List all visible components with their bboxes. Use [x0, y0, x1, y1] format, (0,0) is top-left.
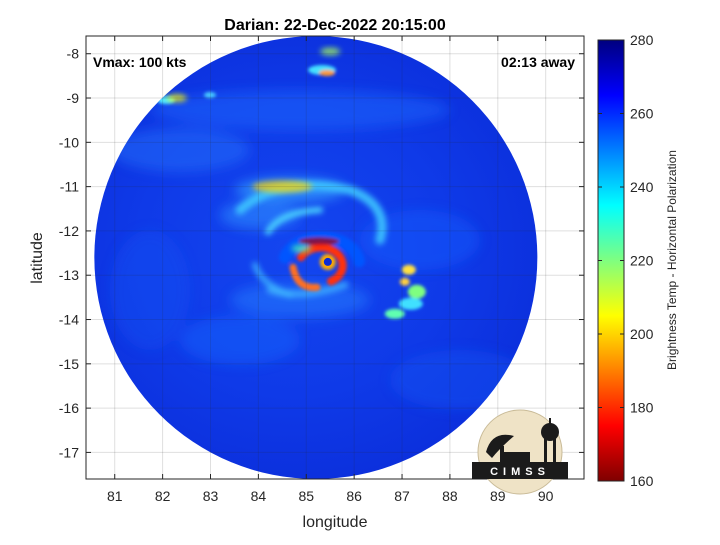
time-offset-annotation: 02:13 away: [501, 54, 575, 70]
logo-text: CIMSS: [490, 466, 550, 478]
colorbar-tick-label: 220: [630, 253, 654, 269]
colorbar-tick-label: 240: [630, 179, 654, 195]
y-axis: -8 -9 -10 -11 -12 -13 -14 -15 -16 -17: [59, 46, 584, 460]
x-tick-label: 89: [490, 488, 506, 504]
feature-north-convection: [320, 47, 341, 56]
colorbar-tick-label: 280: [630, 32, 654, 48]
x-tick-label: 82: [155, 488, 171, 504]
y-tick-label: -9: [67, 90, 80, 106]
y-tick-label: -10: [59, 134, 79, 150]
x-tick-label: 83: [203, 488, 219, 504]
y-tick-label: -16: [59, 400, 79, 416]
colorbar-label: Brightness Temp - Horizontal Polarizatio…: [665, 150, 679, 370]
y-tick-label: -14: [59, 312, 79, 328]
x-tick-label: 88: [442, 488, 458, 504]
x-axis: 81 82 83 84 85 86 87 88 89 90: [107, 36, 554, 504]
x-tick-label: 85: [298, 488, 314, 504]
feature-northwest-convection: [166, 94, 187, 103]
feature-layer: [166, 47, 426, 319]
swath-layer: [94, 36, 538, 479]
colorbar: 160 180 200 220 240 260 280 Brightness Temp - …: [597, 32, 679, 489]
cimss-logo: CIMSS: [472, 409, 568, 495]
x-axis-label: longitude: [303, 514, 368, 531]
colorbar-tick-label: 200: [630, 326, 654, 342]
vmax-annotation: Vmax: 100 kts: [93, 54, 187, 70]
y-tick-label: -11: [60, 179, 79, 195]
y-tick-label: -8: [67, 46, 80, 62]
eyewall-arc-south: [289, 263, 321, 291]
eyewall-core: [299, 237, 340, 246]
colorbar-tick-label: 160: [630, 473, 654, 489]
colorbar-tick-label: 260: [630, 106, 654, 122]
y-tick-label: -17: [59, 444, 79, 460]
colorbar-ticks: 160 180 200 220 240 260 280: [598, 32, 654, 489]
plot-frame: [85, 35, 585, 480]
x-tick-label: 81: [107, 488, 123, 504]
y-tick-label: -13: [59, 267, 79, 283]
colorbar-gradient: [597, 39, 625, 482]
feature-outer-rainband-east: [384, 264, 426, 319]
feature-spiral-band-north: [252, 180, 313, 193]
chart-title: Darian: 22-Dec-2022 20:15:00: [224, 17, 446, 34]
rainband-cell: [407, 284, 426, 299]
x-tick-label: 90: [538, 488, 554, 504]
y-tick-label: -15: [59, 356, 79, 372]
rainband-cell: [384, 308, 405, 319]
y-axis-label: latitude: [29, 232, 46, 284]
grid: [86, 36, 584, 479]
y-tick-label: -12: [59, 223, 79, 239]
x-tick-label: 84: [251, 488, 267, 504]
rainband-cell: [399, 277, 410, 286]
x-tick-label: 86: [346, 488, 362, 504]
rainband-cell: [401, 264, 416, 275]
x-tick-label: 87: [394, 488, 410, 504]
eye-center: [323, 257, 332, 266]
colorbar-tick-label: 180: [630, 400, 654, 416]
feature-inner-rainband: [291, 244, 312, 253]
rainband-cell: [398, 297, 423, 310]
